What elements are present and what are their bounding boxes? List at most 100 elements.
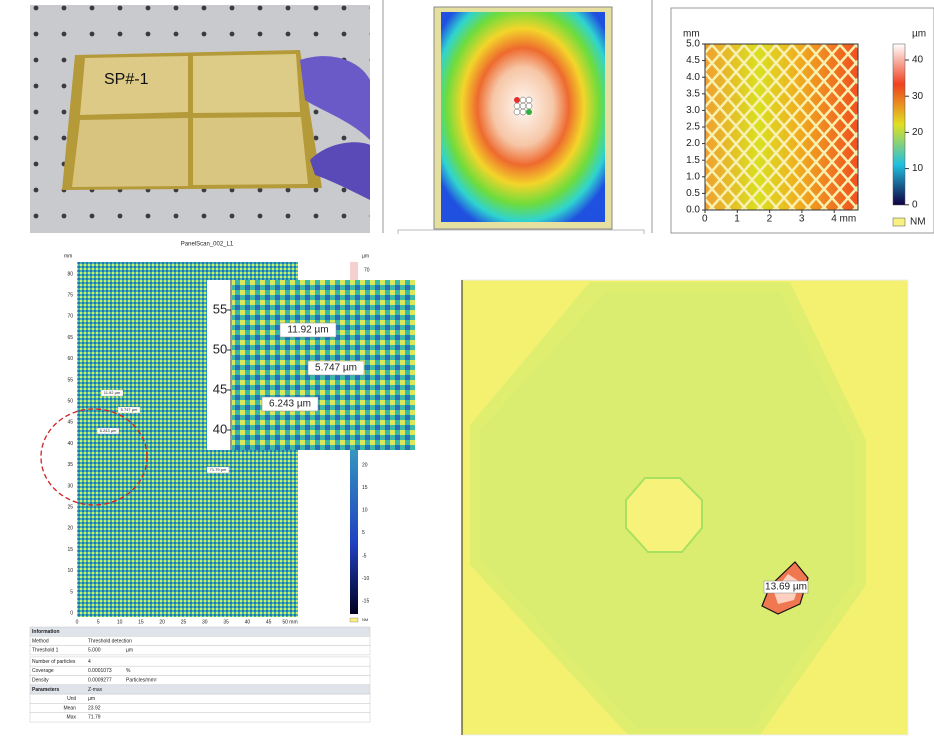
table-cell: µm	[88, 696, 95, 702]
info-table: Information Method Threshold detection Thre…	[29, 626, 371, 723]
x-tick-label: 25	[181, 619, 187, 625]
x-tick-label: 4 mm	[831, 214, 856, 225]
inset-y-tick-label: 55	[213, 301, 227, 316]
scan-title: PanelScan_002_L1	[181, 242, 234, 248]
panel-scan: PanelScan_002_L1 mm µm NM 70 80 75 70 65 60 5…	[40, 242, 415, 625]
x-tick-label: 20	[159, 619, 165, 625]
z-tick-label: 5	[362, 530, 365, 536]
y-unit: mm	[64, 253, 72, 259]
x-tick-label: 50 mm	[282, 619, 297, 625]
label-box	[100, 389, 124, 397]
table-row	[29, 712, 371, 723]
x-tick-label: 0	[76, 619, 79, 625]
markers	[513, 96, 533, 116]
y-tick-label: 50	[67, 399, 73, 405]
measure-label: 5.747 µm	[121, 407, 138, 412]
measure-label: 6.243 µm	[100, 428, 117, 433]
x-tick-label: 0	[702, 214, 708, 225]
table-cell: Parameters	[32, 687, 59, 693]
y-tick-label: 20	[67, 526, 73, 532]
z-tick-label: 15	[362, 485, 368, 491]
inset-y-tick-label: 45	[213, 381, 227, 396]
y-tick-label: 80	[67, 271, 73, 277]
y-tick-label: 3.0	[686, 105, 700, 116]
y-unit: mm	[683, 29, 700, 40]
x-tick-label: 5	[97, 619, 100, 625]
x-tick-label: 45	[266, 619, 272, 625]
table-cell: Coverage	[32, 668, 54, 674]
nm-label: NM	[910, 217, 926, 228]
z-tick-label: 20	[912, 127, 924, 138]
z-tick-label: 70	[364, 267, 370, 273]
y-tick-label: 65	[67, 335, 73, 341]
particle-map: 13.69 µm	[461, 279, 909, 736]
label-box	[117, 406, 141, 414]
label-box	[96, 427, 120, 435]
table-cell: Unit	[67, 696, 77, 702]
x-tick-label: 15	[138, 619, 144, 625]
table-cell: Mean	[63, 705, 76, 711]
y-tick-label: 2.5	[686, 122, 700, 133]
table-row	[29, 684, 371, 695]
table-cell: Threshold 1	[32, 648, 59, 654]
z-tick-label: 40	[912, 55, 924, 66]
label-box	[206, 466, 230, 474]
table-cell: Density	[32, 677, 49, 683]
photo-label: SP#-1	[104, 71, 149, 88]
y-tick-label: 4.5	[686, 55, 700, 66]
measure-label: 71.79 µm	[210, 467, 227, 472]
z-unit: µm	[362, 253, 369, 259]
y-tick-label: 40	[67, 441, 73, 447]
table-row	[29, 645, 371, 656]
table-row	[29, 675, 371, 686]
table-cell: 0.0001073	[88, 668, 112, 674]
label-box	[307, 360, 365, 376]
table-cell: 5.000	[88, 648, 101, 654]
inset-y-tick-label: 40	[213, 421, 227, 436]
table-row	[29, 703, 371, 713]
z-tick-label: 30	[912, 91, 924, 102]
particle-label: 13.69 µm	[765, 582, 807, 593]
x-tick-label: 10	[117, 619, 123, 625]
height-map: mm µm NM	[670, 7, 934, 234]
z-tick-label: 0	[912, 199, 918, 210]
table-row	[29, 656, 371, 667]
photo: SP#-1	[30, 5, 370, 233]
y-tick-label: 0.5	[686, 188, 700, 199]
y-tick-label: 3.5	[686, 88, 700, 99]
label-box	[279, 322, 337, 338]
table-cell: Threshold detection	[88, 638, 132, 644]
z-unit: µm	[912, 29, 926, 40]
y-tick-label: 4.0	[686, 72, 700, 83]
x-tick-label: 40	[245, 619, 251, 625]
x-tick-label: 2	[767, 214, 773, 225]
table-cell: 23.92	[88, 705, 101, 711]
inset-measure-label: 6.243 µm	[269, 399, 311, 410]
inset-measure-label: 11.92 µm	[287, 325, 328, 336]
table-cell: Max	[67, 715, 77, 721]
table-cell: 0.0009277	[88, 677, 112, 683]
table-cell: Number of particles	[32, 659, 76, 665]
y-tick-label: 5.0	[686, 39, 700, 50]
y-tick-label: 70	[67, 314, 73, 320]
z-tick-label: 10	[912, 163, 924, 174]
x-tick-label: 30	[202, 619, 208, 625]
y-tick-label: 10	[67, 568, 73, 574]
y-tick-label: 0	[70, 611, 73, 617]
y-tick-label: 5	[70, 589, 73, 595]
z-tick-label: -15	[362, 598, 369, 604]
z-tick-label: -10	[362, 576, 369, 582]
extracted-map: Extracted map	[397, 6, 645, 234]
table-cell: %	[126, 668, 131, 674]
y-tick-label: 55	[67, 377, 73, 383]
y-tick-label: 30	[67, 483, 73, 489]
y-tick-label: 0.0	[686, 205, 700, 216]
table-cell: 71.79	[88, 715, 101, 721]
x-tick-label: 1	[734, 214, 740, 225]
y-tick-label: 35	[67, 462, 73, 468]
table-row	[29, 665, 371, 676]
y-tick-label: 2.0	[686, 138, 700, 149]
measure-label: 11.92 µm	[104, 390, 121, 395]
table-cell: Information	[32, 629, 60, 635]
y-tick-label: 25	[67, 505, 73, 511]
